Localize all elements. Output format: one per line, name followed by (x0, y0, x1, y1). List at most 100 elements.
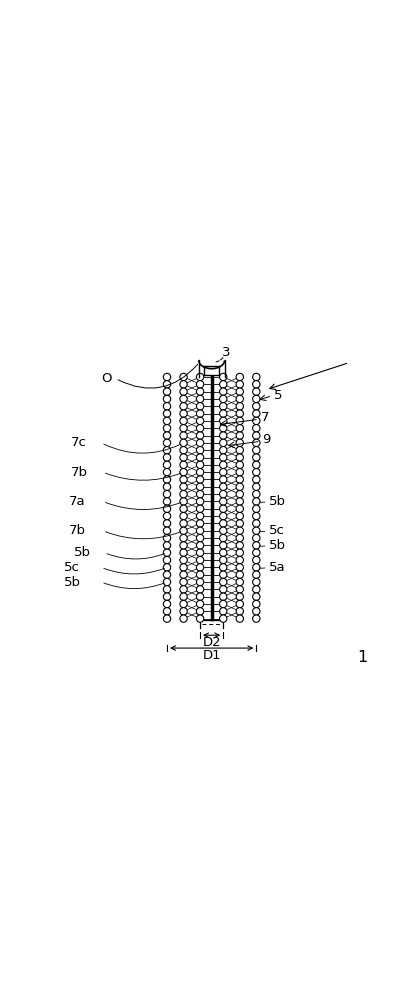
Circle shape (180, 600, 187, 608)
Circle shape (236, 425, 243, 432)
Circle shape (180, 439, 187, 447)
Circle shape (197, 417, 204, 425)
Circle shape (253, 483, 260, 490)
Circle shape (220, 505, 227, 512)
Circle shape (180, 586, 187, 593)
Circle shape (197, 432, 204, 439)
Circle shape (163, 586, 171, 593)
Circle shape (180, 578, 187, 586)
Circle shape (197, 586, 204, 593)
Circle shape (236, 512, 243, 520)
Circle shape (253, 432, 260, 439)
Circle shape (236, 388, 243, 395)
Circle shape (220, 425, 227, 432)
Circle shape (180, 403, 187, 410)
Circle shape (163, 512, 171, 520)
Circle shape (236, 615, 243, 622)
Circle shape (180, 373, 187, 381)
Circle shape (253, 447, 260, 454)
Circle shape (180, 527, 187, 534)
Circle shape (236, 600, 243, 608)
Circle shape (197, 498, 204, 505)
Circle shape (163, 417, 171, 425)
Circle shape (163, 578, 171, 586)
Circle shape (197, 447, 204, 454)
Circle shape (220, 520, 227, 527)
Circle shape (220, 468, 227, 476)
Circle shape (163, 520, 171, 527)
Circle shape (253, 556, 260, 564)
Circle shape (220, 615, 227, 622)
Text: 5: 5 (274, 389, 282, 402)
Circle shape (180, 461, 187, 469)
Circle shape (253, 534, 260, 542)
Circle shape (163, 564, 171, 571)
Circle shape (236, 417, 243, 425)
Text: 5b: 5b (64, 576, 81, 589)
Circle shape (197, 549, 204, 556)
Circle shape (180, 542, 187, 549)
Circle shape (253, 571, 260, 578)
Circle shape (163, 600, 171, 608)
Circle shape (253, 542, 260, 549)
Circle shape (220, 593, 227, 600)
Circle shape (253, 403, 260, 410)
Circle shape (197, 527, 204, 534)
Circle shape (236, 593, 243, 600)
Circle shape (180, 534, 187, 542)
Circle shape (163, 571, 171, 578)
Circle shape (197, 483, 204, 490)
Circle shape (236, 490, 243, 498)
Circle shape (180, 388, 187, 395)
Circle shape (197, 520, 204, 527)
Circle shape (197, 373, 204, 381)
Circle shape (236, 498, 243, 505)
Text: 7b: 7b (69, 524, 86, 537)
Circle shape (220, 571, 227, 578)
Circle shape (253, 512, 260, 520)
Circle shape (253, 505, 260, 512)
Circle shape (220, 512, 227, 520)
Circle shape (253, 593, 260, 600)
Circle shape (163, 498, 171, 505)
Circle shape (253, 564, 260, 571)
Circle shape (253, 586, 260, 593)
Circle shape (180, 498, 187, 505)
Circle shape (180, 608, 187, 615)
Circle shape (236, 527, 243, 534)
Circle shape (253, 395, 260, 403)
Circle shape (220, 608, 227, 615)
Circle shape (180, 410, 187, 417)
Circle shape (236, 564, 243, 571)
Circle shape (180, 505, 187, 512)
Text: 7: 7 (261, 411, 269, 424)
Circle shape (197, 512, 204, 520)
Text: 5c: 5c (64, 561, 80, 574)
Text: 5a: 5a (269, 561, 286, 574)
Circle shape (220, 403, 227, 410)
Circle shape (180, 381, 187, 388)
Text: D2: D2 (202, 636, 221, 649)
Text: 7c: 7c (71, 436, 87, 449)
Circle shape (163, 527, 171, 534)
Circle shape (220, 454, 227, 461)
Circle shape (197, 454, 204, 461)
Circle shape (163, 505, 171, 512)
Circle shape (236, 586, 243, 593)
Circle shape (220, 498, 227, 505)
Circle shape (220, 432, 227, 439)
Circle shape (236, 542, 243, 549)
Circle shape (197, 556, 204, 564)
Circle shape (180, 395, 187, 403)
Circle shape (163, 593, 171, 600)
Circle shape (253, 381, 260, 388)
Circle shape (197, 578, 204, 586)
Circle shape (220, 410, 227, 417)
Circle shape (236, 395, 243, 403)
Text: 5b: 5b (269, 495, 286, 508)
Circle shape (220, 395, 227, 403)
Circle shape (163, 556, 171, 564)
Circle shape (253, 498, 260, 505)
Circle shape (180, 454, 187, 461)
Circle shape (180, 520, 187, 527)
